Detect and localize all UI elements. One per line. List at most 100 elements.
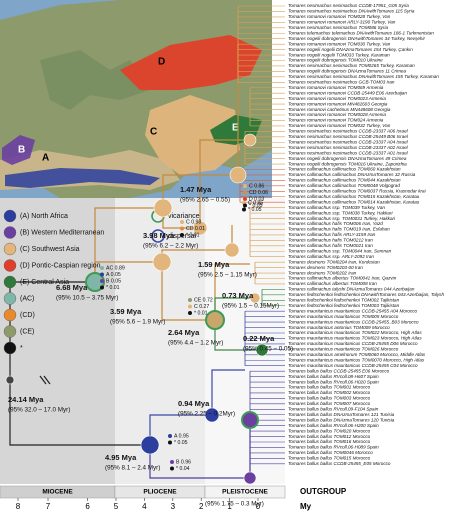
outgroup-label: OUTGROUP	[300, 487, 347, 496]
node-age: 3.98 Mya	[143, 231, 175, 240]
tick-label: 5	[114, 502, 119, 511]
tip-label: Tomares callimachus hafis TOM019 Iran, E…	[288, 227, 390, 232]
node-pie	[255, 343, 269, 357]
tip-label: Tomares callimachus albertus TOM008 Iran	[288, 281, 377, 286]
tip-label: Tomares ballus ballus RVcoll.08-H607 Spa…	[288, 374, 379, 379]
region-d	[120, 35, 262, 90]
epoch-label: MIOCENE	[42, 489, 73, 496]
tip-label: Tomares ballus ballus TOM016 Morocco	[288, 439, 371, 444]
tip-label: Tomares ballus ballus TOM012 Morocco	[288, 434, 371, 439]
epoch-label: PLEISTOCENE	[222, 489, 268, 496]
tip-label: Tomares callimachus albertus TOM0041 Ira…	[288, 276, 397, 281]
legend-label: (A) North Africa	[20, 213, 68, 220]
tip-label: Tomares fedtschenkoi fedtschenkoi TOM003…	[288, 303, 400, 308]
node-hpd: (95% 0.45 – 0.05)	[243, 346, 293, 353]
node-pie	[153, 198, 173, 218]
prob-label: A 0.95	[174, 433, 189, 439]
tip-label: Tomares mauritanicus amelnorum TOM0060 M…	[288, 352, 426, 357]
node-hpd: (95% 5.6 – 1.9 Myr)	[110, 319, 165, 326]
branch	[94, 207, 163, 282]
prob-swatch	[242, 207, 246, 212]
map-label: C	[150, 127, 157, 138]
node-pie	[152, 252, 172, 272]
prob-swatch	[170, 460, 174, 464]
prob-label: * 0.05	[174, 440, 188, 446]
prob-swatch	[100, 272, 104, 277]
node-age: 3.59 Mya	[110, 307, 142, 316]
prob-swatch	[168, 434, 172, 438]
prob-label: * 0.01	[194, 310, 208, 316]
node-age: 0.22 Mya	[243, 334, 275, 343]
prob-swatch	[100, 279, 104, 283]
legend-label: vicariance	[168, 213, 200, 220]
node-hpd: (95% 8.1 – 2.4 Myr)	[105, 465, 160, 472]
tip-label: Tomares mauritanicus mauritanicus TOM007…	[288, 357, 425, 362]
legend-swatch	[3, 308, 17, 322]
node-hpd: (95% 2.25 – 0.2Myr)	[178, 411, 235, 418]
tip-label: Tomares mauritanicus mauritanicus TOM026…	[288, 347, 399, 352]
node-hpd: (95% 1.75 – 0.3 Myr)	[205, 501, 264, 508]
legend-label: (D) Pontic-Caspian region	[20, 262, 101, 269]
tree	[237, 5, 285, 465]
branch	[9, 380, 150, 446]
prob-label: CD 0.06	[249, 190, 268, 196]
map-label: A	[42, 153, 49, 164]
node-age: 0.73 Mya	[222, 291, 254, 300]
legend-swatch	[3, 341, 17, 355]
node-pie	[85, 272, 105, 292]
legend-swatch	[3, 259, 17, 272]
tip-label: Tomares ballus ballus TOM002 Morocco	[288, 390, 371, 395]
epoch-band	[204, 485, 286, 499]
prob-swatch	[243, 190, 247, 195]
map-label: E	[232, 123, 239, 134]
prob-label: * 0.01	[186, 232, 200, 238]
europe	[40, 50, 150, 110]
map: A B C D E	[0, 0, 272, 198]
prob-label: C 0.95	[248, 200, 263, 206]
tip-label: Tomares romanovi romanovi TOM0028 Armeni…	[288, 112, 386, 117]
prob-swatch	[188, 304, 192, 309]
map-label: D	[158, 57, 165, 68]
tip-label: Tomares mauritanicus mauritanicus CCDB-2…	[288, 341, 418, 346]
legend-label: (C) Southwest Asia	[20, 246, 80, 253]
tip-label: Tomares desinens TOM0203-00 Iran	[288, 265, 363, 270]
map-label: B	[18, 145, 25, 156]
node-age: 6.68 Mya	[56, 283, 88, 292]
prob-label: * 0.05	[249, 203, 263, 209]
prob-label: C 0.98	[186, 219, 201, 225]
legend-swatch	[3, 275, 17, 289]
node-pie	[204, 407, 220, 423]
node-pie	[140, 435, 160, 455]
prob-swatch	[180, 220, 184, 224]
tip-label: Tomares desinens TOM0202 Iran	[288, 270, 357, 275]
tip-label: Tomares nogelii dobrogensis DNAwithTomar…	[288, 36, 425, 41]
legend-label: (E) Central Asia	[20, 279, 69, 286]
tick-label: 7	[46, 502, 51, 511]
node-age: 1.47 Mya	[180, 185, 212, 194]
tip-label: Tomares fedtschenkoi fedtschenkoi TOM002…	[288, 298, 400, 303]
tip-label: Tomares callimachus ssp. TOM038 Turkey, …	[288, 210, 393, 215]
tip-label: Tomares mauritanicus mauritanicus CCDB-2…	[288, 363, 418, 368]
tip-label: Tomares romanovi romanovi TOM0023 Armeni…	[288, 96, 386, 101]
tip-label: Tomares callimachus callimachus DNAzmaTo…	[288, 172, 416, 177]
tick-label: 0	[256, 502, 261, 511]
prob-label: B 0.96	[176, 459, 191, 465]
tip-label: Tomares callimachus talyshi DNAzmaTomare…	[288, 287, 415, 292]
tip-label: Tomares callimachus hafis TOM0021 Iran	[288, 243, 373, 248]
tip-label: Tomares ballus ballus TOM020 Morocco	[288, 428, 371, 433]
tip-label: Tomares romanovi romanovi TOM032 Turkey,…	[288, 123, 391, 128]
tip-label: Tomares callimachus callimachus TOM015 K…	[288, 194, 420, 199]
tip-label: Tomares callimachus hafis ARLY-3159 Iran	[288, 232, 376, 237]
tip-label: Tomares ballus ballus RVcoll.06-H089 Spa…	[288, 445, 379, 450]
tip-label: Tomares romanovi cachetinus MN448608 Geo…	[288, 107, 391, 112]
tip-label: Tomares ballus ballus TOM001 Morocco	[288, 385, 371, 390]
tip-label: Tomares callimachus hafis TOM006 Iran, Y…	[288, 221, 383, 226]
tip-label: Tomares nesimachus nesimachus TOM086 Syr…	[288, 25, 389, 30]
tip-label: Tomares romanovi romanovi TOM030 Turkey,…	[288, 41, 391, 46]
tip-label: Tomares ballus ballus RVcoll.06-H020 Spa…	[288, 379, 379, 384]
tip-label: Tomares callimachus ssp. TOM039 Turkey, …	[288, 205, 385, 210]
tip-label: Tomares romanovi romanovi TOM024 Armenia	[288, 118, 384, 123]
prob-swatch	[180, 226, 184, 231]
node-hpd: (95% 32.0 – 17.0 Myr)	[8, 407, 70, 414]
legend-label: (CE)	[20, 328, 34, 335]
